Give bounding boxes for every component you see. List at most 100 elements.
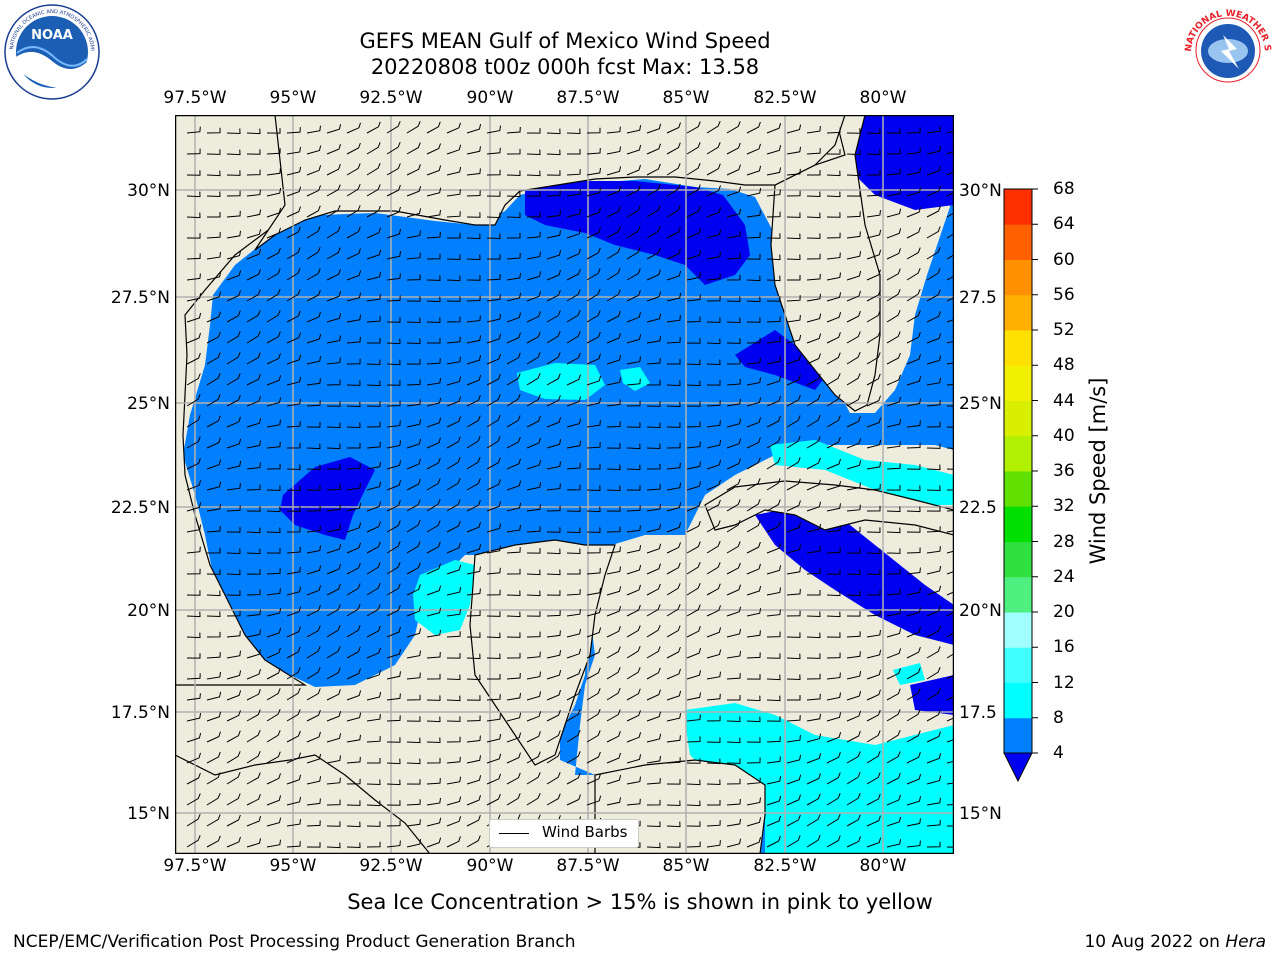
wind-barb-icon	[266, 128, 281, 134]
wind-barb-icon	[326, 543, 342, 554]
wind-barb-icon	[766, 336, 781, 344]
wind-barb-icon	[326, 689, 341, 701]
wind-barb-icon	[946, 468, 954, 470]
wind-barb-icon	[366, 481, 382, 491]
wind-barb-icon	[366, 227, 381, 239]
wind-barb-icon	[346, 380, 361, 386]
wind-barb-icon	[446, 796, 462, 806]
wind-barb-icon	[386, 184, 401, 197]
lat-tick-left: 22.5°N	[110, 498, 170, 518]
wind-barb-icon	[786, 835, 801, 848]
wind-barb-icon	[446, 609, 461, 617]
wind-barb-icon	[266, 730, 281, 743]
wind-barb-icon	[926, 546, 941, 554]
wind-barb-icon	[346, 401, 361, 408]
wind-barb-icon	[866, 461, 881, 470]
wind-barb-icon	[866, 669, 882, 680]
wind-barb-icon	[446, 674, 461, 681]
wind-barb-icon	[606, 268, 621, 281]
wind-barb-icon	[946, 340, 954, 344]
wind-barb-icon	[766, 375, 782, 386]
wind-barb-icon	[326, 124, 342, 134]
wind-barb-icon	[806, 523, 822, 533]
wind-barb-icon	[906, 709, 921, 722]
wind-barb-icon	[426, 317, 441, 324]
wind-barb-icon	[926, 585, 942, 596]
wind-barb-icon	[846, 590, 861, 597]
wind-barb-icon	[506, 126, 521, 134]
wind-barb-icon	[626, 584, 641, 596]
wind-barb-icon	[587, 464, 601, 470]
wind-barb-icon	[306, 605, 321, 617]
wind-barb-icon	[926, 506, 941, 512]
wind-barb-icon	[626, 184, 641, 197]
wind-barb-icon	[906, 688, 921, 701]
wind-barb-icon	[726, 716, 741, 723]
wind-barb-icon	[926, 464, 941, 471]
wind-barb-icon	[546, 210, 561, 218]
wind-barb-icon	[506, 148, 521, 155]
wind-barb-icon	[566, 268, 581, 281]
wind-barb-icon	[746, 397, 762, 407]
wind-barb-icon	[846, 751, 861, 764]
wind-barb-icon	[386, 206, 401, 218]
wind-barb-icon	[406, 359, 421, 365]
wind-barb-icon	[246, 352, 261, 365]
wind-barb-icon	[226, 310, 241, 323]
wind-barb-icon	[246, 506, 261, 512]
wind-barb-icon	[946, 695, 954, 701]
wind-barb-icon	[346, 502, 362, 512]
wind-barb-icon	[586, 506, 601, 513]
wind-barb-icon	[666, 800, 681, 807]
wind-barb-icon	[746, 585, 762, 596]
wind-barb-icon	[466, 610, 481, 617]
wind-barb-icon	[566, 374, 581, 386]
wind-barb-icon	[566, 730, 581, 743]
wind-barb-icon	[386, 121, 401, 134]
wind-barb-icon	[366, 205, 381, 218]
wind-barb-icon	[586, 667, 601, 680]
lon-tick-top: 80°W	[859, 88, 907, 108]
wind-barb-icon	[286, 376, 302, 386]
wind-barb-icon	[606, 526, 621, 533]
wind-barb-icon	[866, 373, 881, 386]
wind-barb-icon	[426, 209, 441, 218]
wind-barb-icon	[946, 760, 954, 764]
wind-barb-icon	[346, 646, 361, 659]
wind-barb-icon	[266, 168, 281, 176]
wind-barb-icon	[786, 374, 801, 386]
wind-barb-icon	[586, 627, 602, 638]
lon-tick-bottom: 90°W	[466, 856, 514, 876]
wind-barb-icon	[446, 189, 461, 197]
wind-barb-icon	[246, 128, 261, 135]
wind-barb-icon	[806, 191, 821, 198]
wind-barb-icon	[846, 651, 861, 659]
wind-barb-icon	[806, 148, 821, 155]
wind-barb-icon	[206, 331, 221, 344]
wind-barb-icon	[386, 715, 401, 722]
colorbar-tick-label: 48	[1053, 355, 1075, 376]
wind-barb-icon	[206, 835, 221, 848]
wind-barb-icon	[386, 500, 401, 512]
wind-barb-icon	[846, 270, 862, 281]
wind-barb-icon	[906, 167, 921, 176]
wind-barb-icon	[906, 442, 921, 449]
wind-barb-icon	[926, 247, 941, 260]
wind-barb-icon	[626, 312, 642, 323]
wind-barb-icon	[906, 840, 921, 848]
wind-barb-icon	[506, 632, 521, 638]
sea-ice-note: Sea Ice Concentration > 15% is shown in …	[347, 890, 933, 914]
wind-barb-icon	[686, 758, 701, 764]
wind-barb-icon	[806, 693, 821, 701]
wind-barb-icon	[466, 415, 481, 428]
chart-subtitle: 20220808 t00z 000h fcst Max: 13.58	[370, 55, 760, 79]
wind-barb-icon	[346, 358, 361, 365]
wind-barb-icon	[826, 692, 841, 701]
wind-barb-icon	[546, 650, 562, 659]
wind-barb-icon	[186, 148, 201, 155]
wind-barb-icon	[347, 443, 361, 449]
wind-barb-icon	[306, 625, 321, 638]
wind-barb-icon	[626, 125, 642, 134]
wind-barb-icon	[406, 628, 422, 638]
wind-barb-icon	[766, 436, 781, 449]
